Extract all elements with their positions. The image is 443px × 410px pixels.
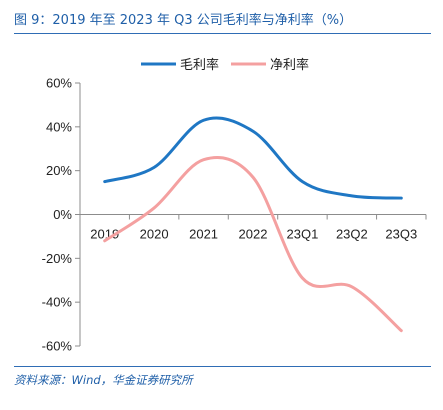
x-tick-label: 2020 bbox=[140, 227, 169, 242]
y-axis-tick-labels: 60% 40% 20% 0% -20% -40% -60% bbox=[42, 76, 73, 354]
y-tick-label: -20% bbox=[42, 251, 73, 266]
y-tick-label: 20% bbox=[46, 163, 72, 178]
x-axis-tick-labels: 2019 2020 2021 2022 23Q1 23Q2 23Q3 bbox=[90, 227, 417, 242]
y-tick-label: -40% bbox=[42, 295, 73, 310]
source-note: 资料来源：Wind，华金证券研究所 bbox=[14, 373, 193, 387]
y-tick-label: 0% bbox=[53, 207, 72, 222]
x-tick-label: 2022 bbox=[239, 227, 268, 242]
title-divider bbox=[14, 33, 431, 34]
x-tick-label: 23Q1 bbox=[287, 227, 319, 242]
legend-label-net-margin: 净利率 bbox=[270, 57, 309, 73]
x-tick-label: 2021 bbox=[189, 227, 218, 242]
source-divider bbox=[14, 366, 431, 367]
figure-title: 图 9：2019 年至 2023 年 Q3 公司毛利率与净利率（%） bbox=[14, 13, 353, 28]
y-tick-label: -60% bbox=[42, 339, 73, 354]
y-tick-label: 60% bbox=[46, 76, 72, 91]
x-tick-label: 23Q2 bbox=[336, 227, 368, 242]
series-line-net-margin bbox=[103, 156, 403, 333]
chart-axes bbox=[75, 82, 427, 347]
series-line-gross-margin bbox=[103, 116, 403, 200]
legend-label-gross-margin: 毛利率 bbox=[180, 57, 219, 73]
series-lines bbox=[103, 116, 403, 333]
x-tick-label: 23Q3 bbox=[385, 227, 417, 242]
y-tick-label: 40% bbox=[46, 119, 72, 134]
legend: 毛利率 净利率 bbox=[141, 57, 309, 73]
